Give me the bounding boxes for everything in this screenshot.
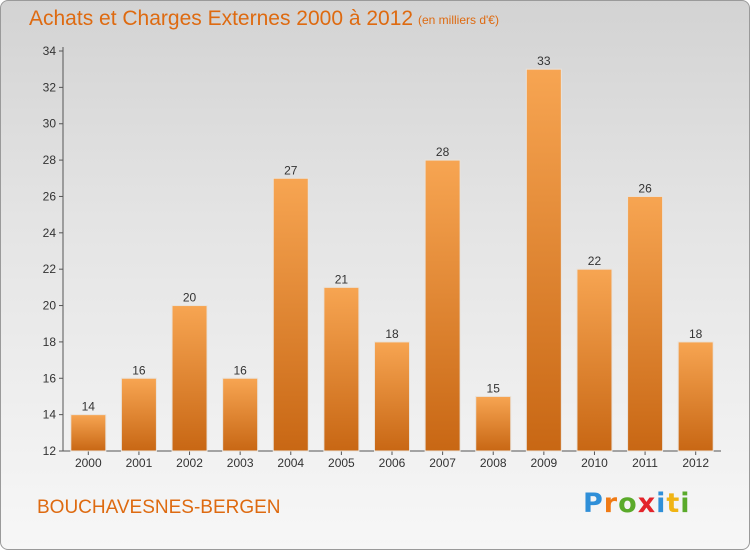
x-tick-label: 2011 [632, 456, 658, 470]
y-tick-label: 30 [43, 117, 57, 131]
y-tick-label: 12 [43, 444, 57, 458]
y-tick-label: 14 [43, 408, 57, 422]
y-tick-label: 20 [43, 299, 57, 313]
x-tick-label: 2007 [429, 456, 456, 470]
bar-2006 [374, 341, 410, 452]
bar-value-label: 22 [588, 254, 602, 268]
x-tick-label: 2001 [126, 456, 153, 470]
x-tick-label: 2004 [277, 456, 304, 470]
logo-letter: x [637, 488, 657, 519]
y-tick-label: 18 [43, 335, 57, 349]
bar-value-label: 27 [284, 163, 298, 177]
logo-letter: r [603, 488, 619, 519]
bar-value-label: 28 [436, 145, 450, 159]
y-tick-label: 24 [43, 226, 57, 240]
bar-2007 [424, 159, 461, 452]
bar-value-label: 33 [537, 54, 551, 68]
place-name: BOUCHAVESNES-BERGEN [37, 497, 281, 518]
bar-2011 [627, 195, 664, 452]
x-tick-label: 2002 [176, 456, 203, 470]
bar-2012 [677, 341, 714, 452]
bar-value-label: 16 [132, 363, 146, 377]
bar-value-label: 16 [233, 363, 247, 377]
y-tick-label: 22 [43, 262, 57, 276]
logo-letter: t [666, 488, 681, 519]
bar-2004 [272, 177, 309, 452]
bar-2008 [475, 395, 512, 452]
bar-2005 [323, 286, 360, 452]
logo-letter: i [656, 488, 667, 519]
x-tick-label: 2010 [581, 456, 608, 470]
y-tick-label: 32 [43, 80, 57, 94]
bar-value-label: 18 [689, 327, 703, 341]
x-axis: 2000 2001 2002 2003 2004 2005 2006 2007 2008 2009… [63, 450, 721, 470]
bar-value-label: 14 [82, 400, 96, 414]
bars: 14 16 20 16 27 21 18 28 15 33 22 26 18 [70, 54, 714, 452]
proxiti-logo: Proxiti [583, 488, 691, 519]
x-tick-label: 2005 [328, 456, 355, 470]
bar-value-label: 20 [183, 291, 197, 305]
y-tick-label: 28 [43, 153, 57, 167]
bar-2009 [525, 68, 562, 452]
x-tick-label: 2000 [75, 456, 102, 470]
bar-value-label: 18 [385, 327, 399, 341]
y-axis: 12 14 16 18 20 22 24 26 28 30 32 34 [43, 44, 64, 458]
y-tick-label: 34 [43, 44, 57, 58]
bar-2010 [576, 268, 613, 452]
bar-2001 [120, 377, 157, 452]
chart-subtitle: (en milliers d'€) [418, 13, 499, 27]
chart-title: Achats et Charges Externes 2000 à 2012 [29, 7, 414, 30]
x-tick-label: 2006 [379, 456, 406, 470]
bar-2003 [222, 377, 259, 452]
y-tick-label: 26 [43, 189, 57, 203]
bar-2000 [70, 414, 107, 452]
bar-value-label: 21 [335, 272, 349, 286]
logo-letter: P [583, 488, 604, 519]
y-tick-label: 16 [43, 371, 57, 385]
x-tick-label: 2008 [480, 456, 507, 470]
bar-value-label: 26 [638, 181, 652, 195]
bar-value-label: 15 [487, 381, 501, 395]
x-tick-label: 2009 [530, 456, 557, 470]
x-tick-label: 2012 [682, 456, 709, 470]
bar-2002 [171, 305, 208, 452]
logo-letter: i [680, 488, 691, 519]
logo-letter: o [618, 488, 638, 519]
x-tick-label: 2003 [227, 456, 254, 470]
